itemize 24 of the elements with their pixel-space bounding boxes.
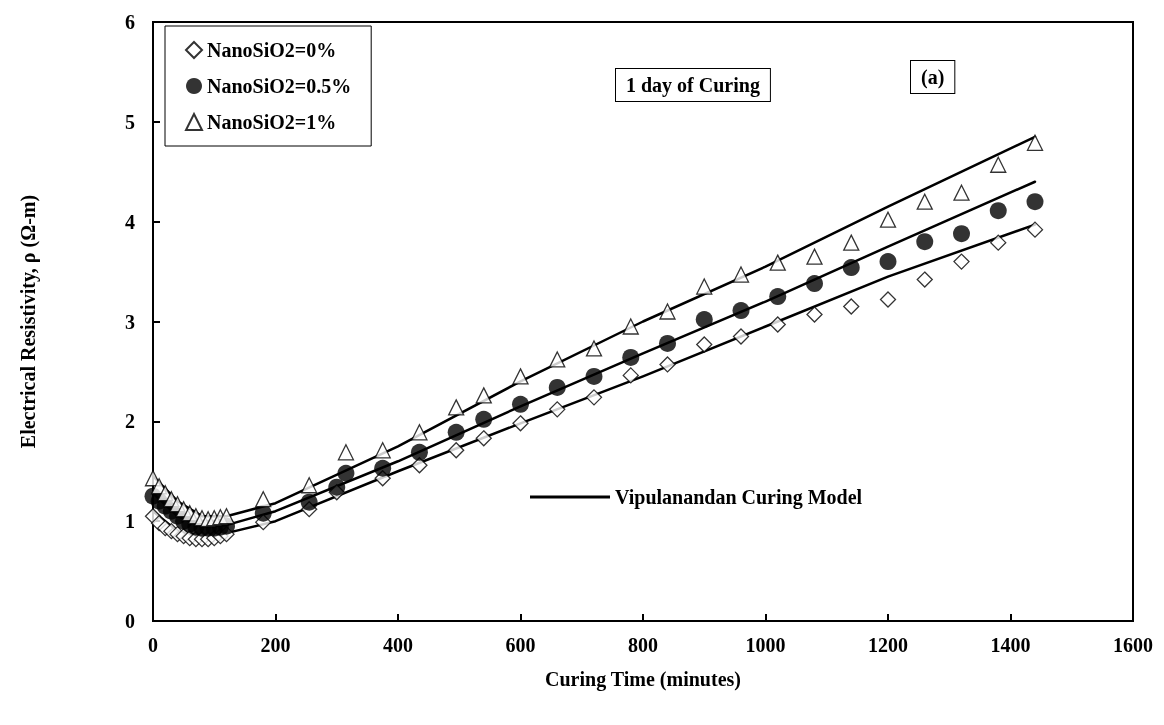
legend-label: NanoSiO2=1% [207,111,337,133]
x-tick-label: 1000 [745,634,786,656]
y-tick-label: 3 [125,310,135,333]
x-tick-label: 1200 [868,634,908,656]
y-tick-label: 4 [125,210,135,233]
legend-label: NanoSiO2=0% [207,39,337,61]
y-tick-label: 6 [125,11,135,33]
annotation: (a) [921,66,945,89]
x-tick-label: 200 [260,634,291,656]
x-tick-label: 0 [148,634,158,656]
y-tick-label: 5 [125,110,135,133]
annotation: 1 day of Curing [626,74,760,97]
x-tick-label: 800 [628,634,658,656]
legend-label: Vipulanandan Curing Model [615,486,863,509]
x-tick-label: 400 [383,634,413,656]
x-axis-title: Curing Time (minutes) [545,668,741,691]
x-tick-label: 1400 [990,634,1031,656]
y-axis-title: Electrical Resistivity, ρ (Ω-m) [17,194,40,449]
y-tick-label: 1 [125,510,135,533]
y-tick-label: 2 [125,410,135,433]
x-tick-label: 1600 [1113,634,1153,656]
y-tick-label: 0 [125,610,135,632]
legend-label: NanoSiO2=0.5% [207,75,352,97]
x-tick-label: 600 [505,634,536,656]
